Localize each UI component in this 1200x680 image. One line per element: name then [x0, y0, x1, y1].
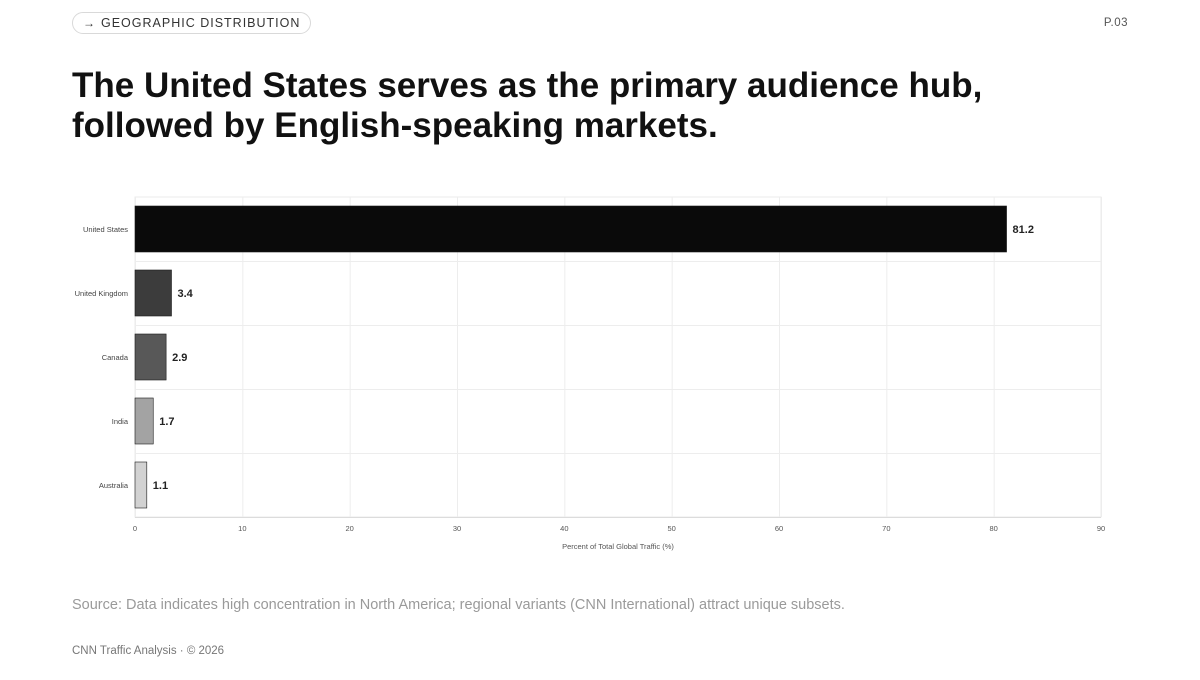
category-label: United States — [83, 225, 128, 234]
bar — [134, 205, 1007, 253]
bar-value-label: 81.2 — [1013, 224, 1034, 236]
bar-value-label: 3.4 — [177, 288, 193, 300]
x-tick-label: 20 — [345, 524, 353, 533]
source-note: Source: Data indicates high concentratio… — [72, 597, 845, 613]
x-tick-label: 50 — [667, 524, 675, 533]
arrow-right-icon: → — [83, 16, 95, 30]
bar — [134, 461, 148, 509]
bar-value-label: 1.1 — [153, 480, 168, 492]
page-number: P.03 — [1103, 17, 1128, 29]
page-headline: The United States serves as the primary … — [72, 66, 983, 145]
bar — [134, 397, 154, 445]
bar — [134, 269, 172, 317]
x-tick-label: 60 — [775, 524, 783, 533]
category-label: United Kingdom — [75, 289, 128, 298]
x-tick-label: 10 — [238, 524, 246, 533]
x-tick-label: 80 — [989, 524, 997, 533]
bar-value-label: 1.7 — [159, 416, 174, 428]
category-label: India — [112, 417, 129, 426]
bar — [134, 333, 167, 381]
x-tick-label: 70 — [882, 524, 890, 533]
x-tick-label: 40 — [560, 524, 568, 533]
section-label-pill: → GEOGRAPHIC DISTRIBUTION — [72, 12, 312, 34]
category-label: Australia — [99, 481, 129, 490]
x-tick-label: 0 — [133, 524, 137, 533]
category-label: Canada — [102, 353, 129, 362]
footer-text: CNN Traffic Analysis · © 2026 — [72, 645, 225, 657]
bar-value-label: 2.9 — [172, 352, 187, 364]
x-tick-label: 90 — [1097, 524, 1105, 533]
x-axis-title: Percent of Total Global Traffic (%) — [562, 542, 674, 551]
section-label: GEOGRAPHIC DISTRIBUTION — [101, 16, 301, 30]
x-tick-label: 30 — [453, 524, 461, 533]
